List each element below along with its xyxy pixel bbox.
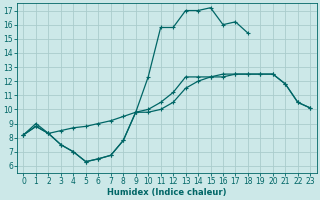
X-axis label: Humidex (Indice chaleur): Humidex (Indice chaleur) [107,188,227,197]
